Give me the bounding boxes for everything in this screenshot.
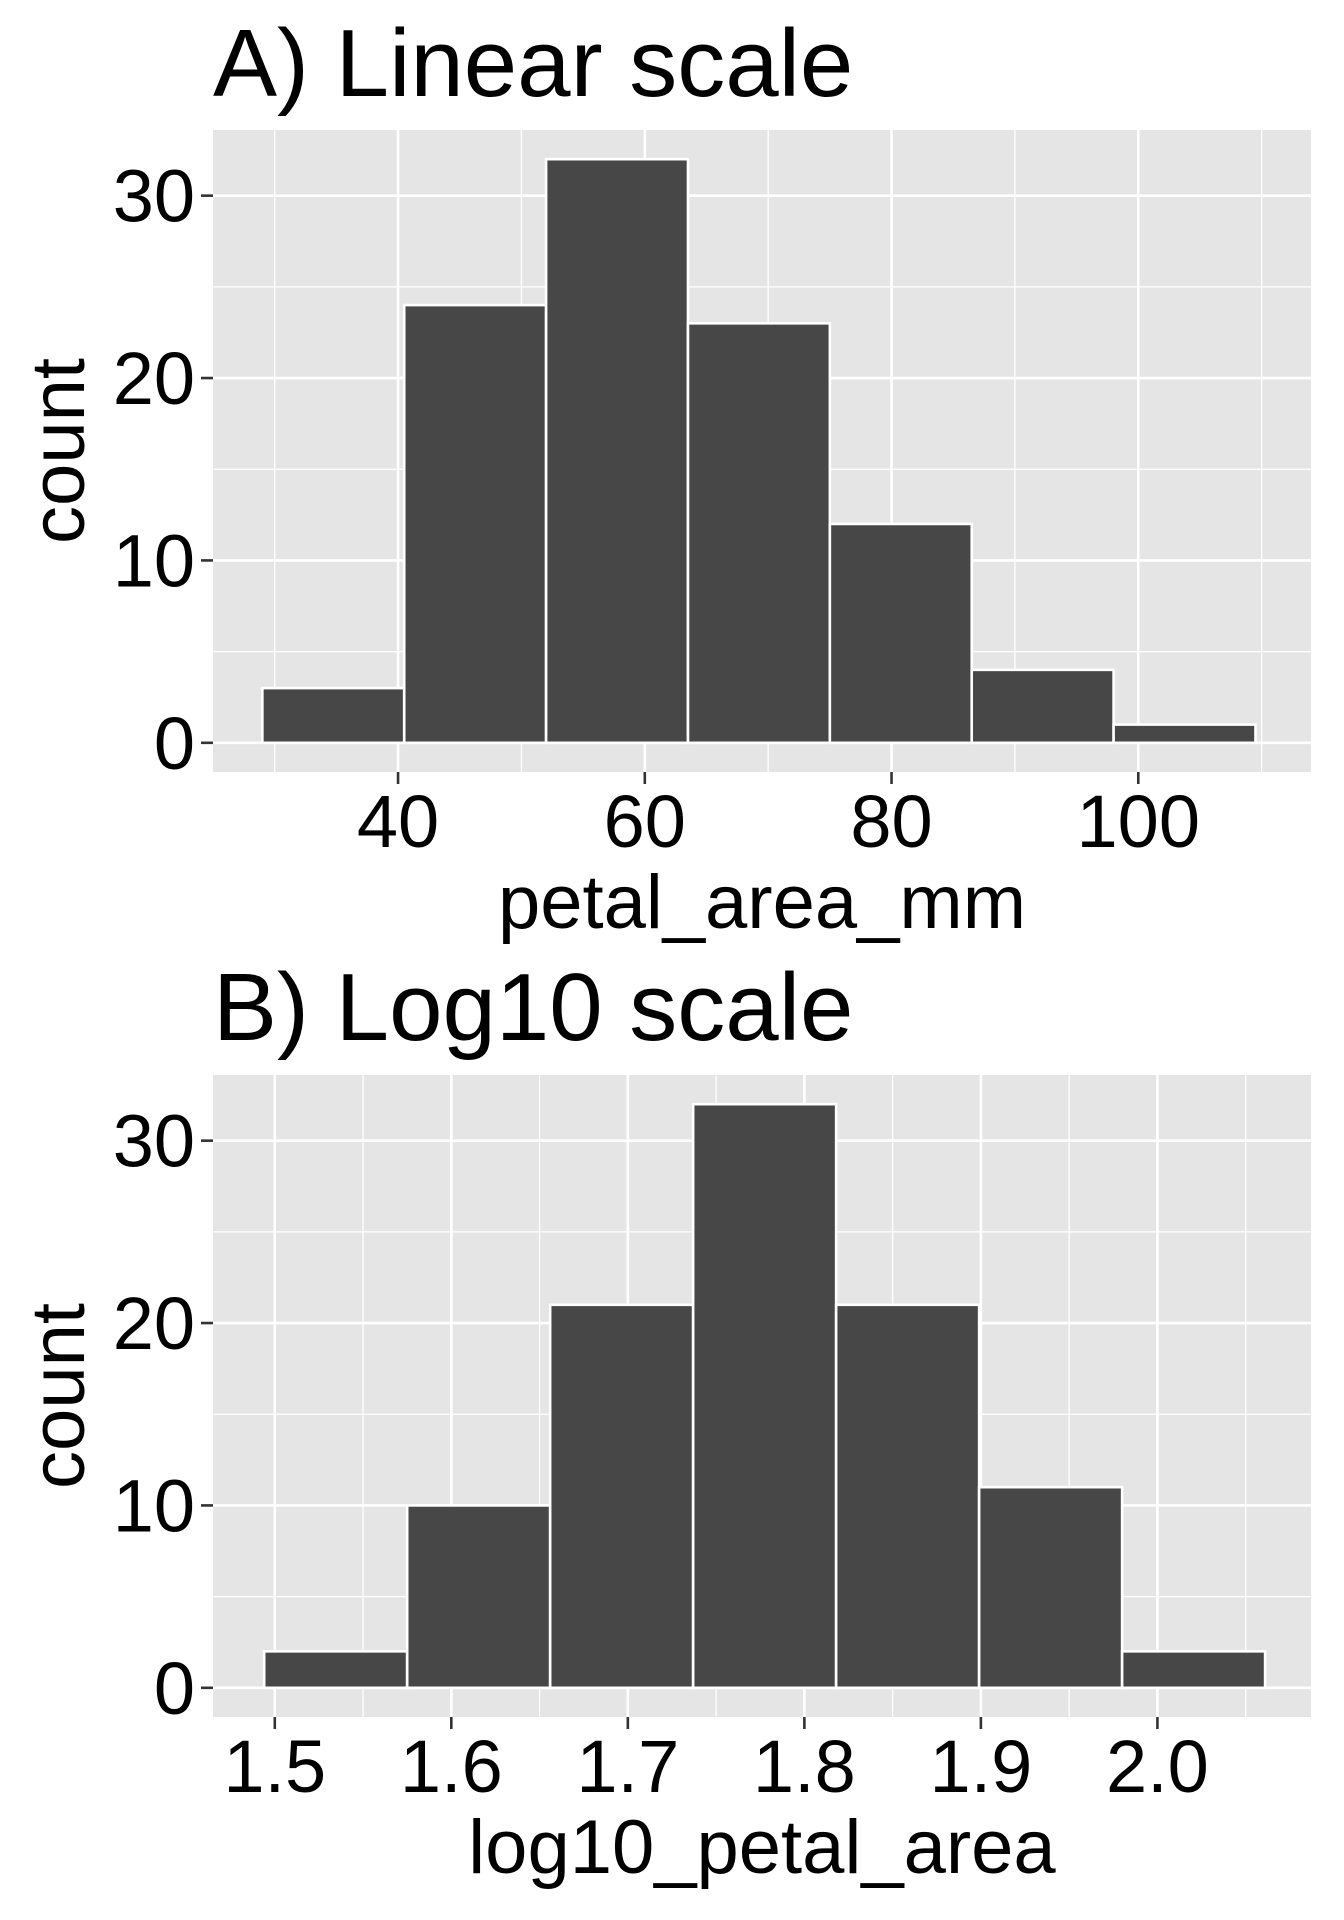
histogram-bar bbox=[544, 157, 690, 745]
y-axis-title: count bbox=[16, 1303, 101, 1489]
histogram-bar bbox=[828, 522, 974, 745]
x-tick-label: 80 bbox=[850, 780, 932, 863]
histogram-bar bbox=[686, 322, 832, 745]
y-tick-label: 20 bbox=[113, 337, 195, 420]
x-tick-label: 1.6 bbox=[400, 1725, 503, 1808]
histogram-bar bbox=[970, 668, 1115, 745]
histogram-bar bbox=[691, 1102, 838, 1690]
x-tick-label: 1.5 bbox=[223, 1725, 326, 1808]
y-tick-label: 10 bbox=[113, 1464, 195, 1547]
y-tick-label: 0 bbox=[154, 1647, 195, 1730]
x-axis-title: log10_petal_area bbox=[468, 1805, 1056, 1890]
y-tick-label: 30 bbox=[113, 1100, 195, 1183]
chart-title: B) Log10 scale bbox=[213, 954, 853, 1061]
x-tick-label: 100 bbox=[1077, 780, 1200, 863]
histogram-bar bbox=[1112, 723, 1257, 745]
histogram-bar bbox=[977, 1485, 1124, 1690]
y-tick-label: 30 bbox=[113, 155, 195, 238]
x-tick-label: 1.8 bbox=[753, 1725, 856, 1808]
x-tick-label: 2.0 bbox=[1106, 1725, 1209, 1808]
x-tick-label: 1.9 bbox=[929, 1725, 1032, 1808]
chart-panel-1: A) Linear scale 0 10 20 30 40 60 80 100 petal_are… bbox=[16, 10, 1311, 945]
histogram-bar bbox=[548, 1303, 695, 1690]
x-tick-label: 40 bbox=[357, 780, 439, 863]
histogram-bar bbox=[405, 1504, 552, 1690]
x-tick-label: 60 bbox=[604, 780, 686, 863]
chart-panel-2: B) Log10 scale 0 10 20 30 1.5 1.6 1.7 1.8 1.9 2.0 l… bbox=[16, 954, 1311, 1890]
chart-title: A) Linear scale bbox=[213, 10, 853, 117]
y-tick-label: 10 bbox=[113, 519, 195, 602]
histogram-bar bbox=[262, 1650, 409, 1690]
y-axis-title: count bbox=[16, 358, 101, 544]
histogram-bar bbox=[402, 303, 548, 745]
histogram-bar bbox=[1120, 1650, 1267, 1690]
y-tick-label: 0 bbox=[154, 702, 195, 785]
x-tick-label: 1.7 bbox=[576, 1725, 679, 1808]
histogram-bar bbox=[261, 686, 406, 745]
x-axis-title: petal_area_mm bbox=[498, 860, 1026, 945]
y-tick-label: 20 bbox=[113, 1282, 195, 1365]
histogram-bar bbox=[834, 1303, 981, 1690]
